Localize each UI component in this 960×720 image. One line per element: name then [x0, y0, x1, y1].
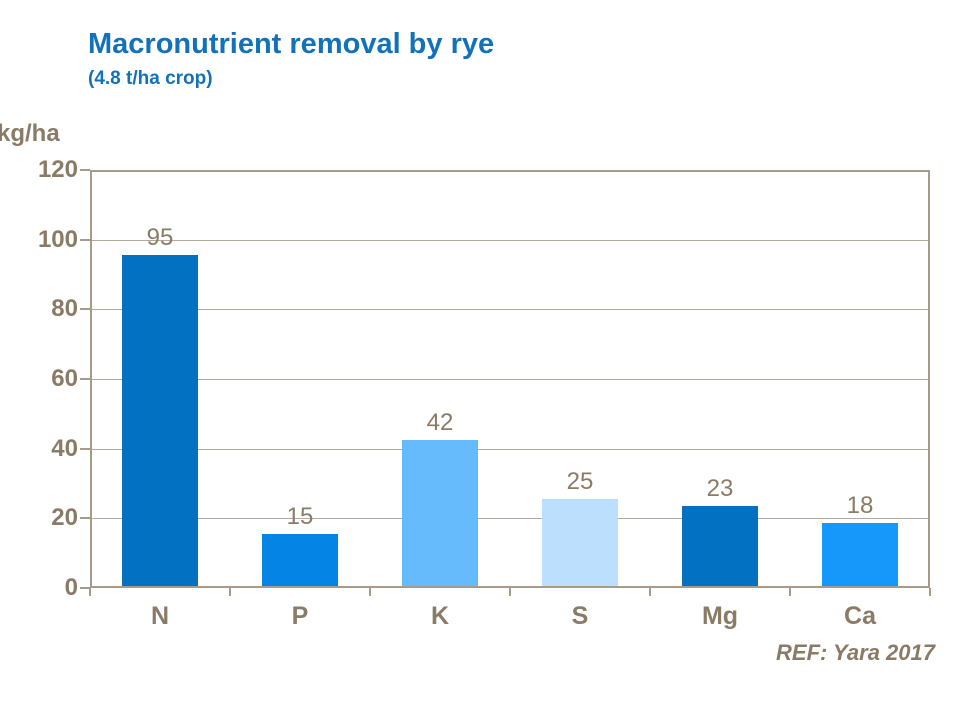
y-axis-unit-label: kg/ha [0, 120, 60, 147]
value-label-Mg: 23 [706, 475, 734, 502]
value-label-N: 95 [146, 224, 174, 251]
x-category-label-Ca: Ca [844, 602, 876, 630]
value-label-K: 42 [426, 409, 454, 436]
y-tick-label-100: 100 [37, 225, 78, 253]
y-tick-mark-100 [80, 238, 90, 241]
x-tick-mark-0 [89, 588, 91, 596]
y-tick-mark-60 [80, 378, 90, 380]
chart-subtitle: (4.8 t/ha crop) [88, 68, 213, 89]
gridline-20 [92, 518, 928, 520]
chart-title: Macronutrient removal by rye [88, 28, 495, 60]
plot-area [90, 170, 930, 588]
bar-Mg [682, 506, 758, 586]
y-tick-label-120: 120 [37, 156, 78, 183]
gridline-80 [92, 309, 928, 311]
bar-Ca [822, 523, 898, 586]
bar-S [542, 499, 618, 586]
gridline-60 [92, 379, 928, 380]
y-tick-mark-0 [80, 587, 90, 589]
y-tick-label-0: 0 [64, 574, 78, 601]
y-tick-mark-80 [80, 308, 90, 311]
x-category-label-N: N [150, 602, 170, 630]
value-label-P: 15 [286, 503, 314, 530]
gridline-100 [92, 239, 928, 241]
y-tick-label-40: 40 [51, 434, 78, 462]
gridline-40 [92, 448, 928, 450]
reference-text: REF: Yara 2017 [776, 640, 935, 665]
x-tick-mark-5 [789, 588, 791, 596]
value-label-Ca: 18 [846, 492, 874, 519]
y-tick-mark-20 [80, 517, 90, 520]
value-label-S: 25 [566, 468, 594, 495]
y-tick-label-60: 60 [51, 365, 78, 392]
x-category-label-Mg: Mg [701, 602, 739, 630]
x-tick-mark-1 [229, 588, 231, 596]
bar-K [402, 440, 478, 586]
x-category-label-P: P [291, 602, 309, 630]
bar-N [122, 255, 198, 586]
y-tick-label-20: 20 [51, 504, 78, 532]
y-tick-mark-40 [80, 447, 90, 450]
x-category-label-K: K [430, 602, 450, 630]
x-tick-mark-2 [369, 588, 371, 596]
y-tick-mark-120 [80, 169, 90, 171]
bar-P [262, 534, 338, 586]
y-tick-label-80: 80 [51, 295, 78, 323]
x-tick-mark-4 [649, 588, 651, 596]
x-tick-mark-6 [929, 588, 931, 596]
x-category-label-S: S [571, 602, 589, 630]
x-tick-mark-3 [509, 588, 511, 596]
